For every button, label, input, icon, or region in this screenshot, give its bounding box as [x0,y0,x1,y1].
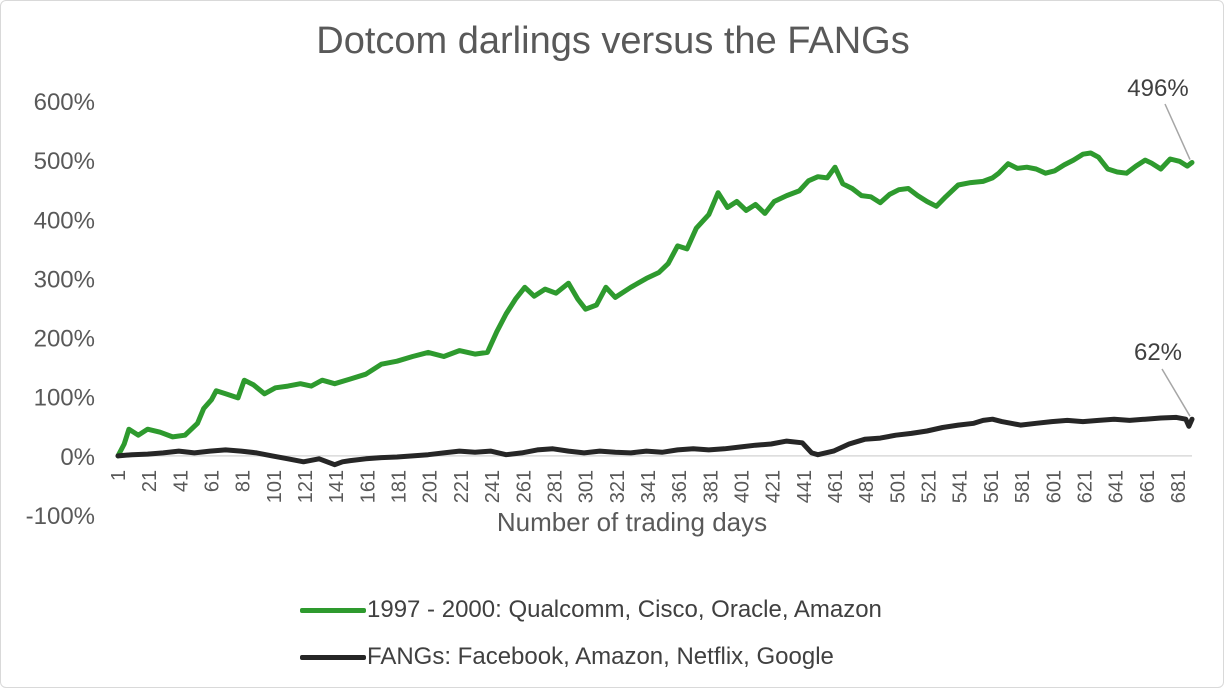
x-tick-label: 661 [1137,470,1159,503]
x-tick-label: 101 [264,470,286,503]
legend-label-fangs: FANGs: Facebook, Amazon, Netflix, Google [367,643,834,670]
end-label-leader-dotcom [1164,103,1191,160]
x-tick-label: 381 [700,470,722,503]
x-tick-label: 341 [638,470,660,503]
x-tick-label: 241 [482,470,504,503]
y-tick-label: 400% [34,207,95,234]
y-tick-label: -100% [26,503,95,530]
end-label-fangs: 62% [1134,339,1182,366]
x-tick-label: 261 [513,470,535,503]
x-tick-label: 401 [732,470,754,503]
legend-label-dotcom: 1997 - 2000: Qualcomm, Cisco, Oracle, Am… [367,596,882,623]
x-tick-label: 181 [389,470,411,503]
x-tick-label: 681 [1168,470,1190,503]
x-tick-label: 561 [981,470,1003,503]
y-tick-label: 200% [34,326,95,353]
x-tick-label: 501 [887,470,909,503]
x-tick-label: 41 [170,470,192,492]
y-tick-label: 0% [60,444,95,471]
series-line-fangs [115,414,1195,468]
x-tick-label: 541 [950,470,972,503]
x-tick-label: 621 [1074,470,1096,503]
legend-swatch-dotcom [300,608,366,613]
x-tick-label: 201 [420,470,442,503]
x-tick-label: 441 [794,470,816,503]
end-label-leader-fangs [1161,368,1191,417]
x-tick-label: 161 [357,470,379,503]
y-tick-label: 300% [34,266,95,293]
x-tick-label: 221 [451,470,473,503]
x-tick-label: 321 [607,470,629,503]
x-tick-label: 121 [295,470,317,503]
x-tick-label: 421 [763,470,785,503]
y-tick-label: 600% [34,89,95,116]
x-tick-label: 21 [139,470,161,492]
x-tick-label: 601 [1043,470,1065,503]
x-tick-label: 1 [108,470,130,481]
y-tick-label: 500% [34,148,95,175]
x-tick-label: 281 [544,470,566,503]
end-label-dotcom: 496% [1127,75,1188,102]
chart-title: Dotcom darlings versus the FANGs [316,20,910,62]
x-tick-label: 301 [576,470,598,503]
x-tick-label: 361 [669,470,691,503]
legend-swatch-fangs [300,655,366,660]
x-tick-label: 521 [919,470,941,503]
y-tick-label: 100% [34,385,95,412]
x-tick-label: 81 [233,470,255,492]
x-tick-label: 641 [1106,470,1128,503]
x-axis-title: Number of trading days [497,507,767,537]
series-line-dotcom [115,150,1195,459]
x-tick-label: 461 [825,470,847,503]
x-tick-label: 581 [1012,470,1034,503]
x-tick-label: 61 [202,470,224,492]
x-tick-label: 141 [326,470,348,503]
x-tick-label: 481 [856,470,878,503]
